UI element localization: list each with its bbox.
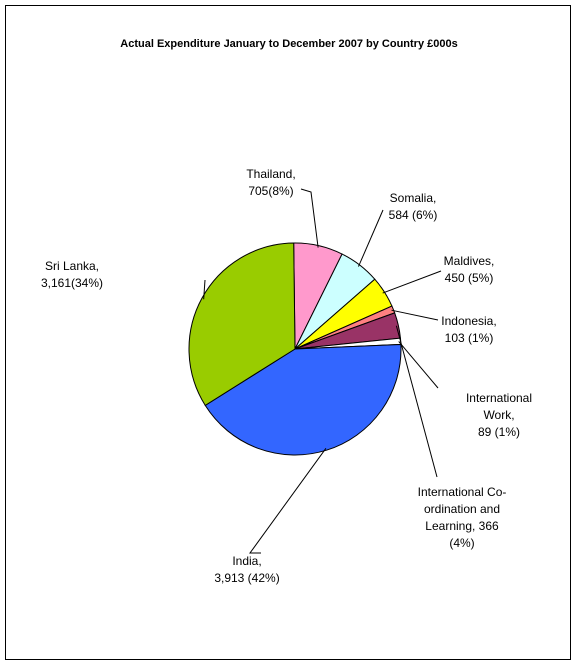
data-label: International Work, 89 (1%) — [454, 390, 544, 441]
data-label-line: Work, — [483, 408, 515, 422]
leader-line — [382, 270, 442, 294]
leader-line — [391, 309, 439, 321]
data-label: Sri Lanka, 3,161(34%) — [12, 258, 132, 292]
data-label-line: 103 (1%) — [444, 331, 494, 345]
data-label-line: 89 (1%) — [477, 425, 521, 439]
data-label-line: Indonesia, — [441, 314, 497, 328]
data-label-line: 3,161(34%) — [40, 276, 104, 290]
data-label-line: (4%) — [449, 536, 475, 550]
data-label: Somalia, 584 (6%) — [368, 190, 458, 224]
data-label-line: ordination and — [423, 502, 501, 516]
data-label-line: International Co- — [417, 485, 507, 499]
pie-slice-india — [204, 343, 402, 456]
data-label-line: Learning, 366 — [425, 519, 499, 533]
data-label-line: 705(8%) — [248, 184, 294, 198]
data-label: India, 3,913 (42%) — [197, 553, 297, 587]
leader-line — [357, 209, 384, 267]
data-label-line: India, — [232, 554, 262, 568]
data-label-line: International — [465, 391, 533, 405]
data-label-line: Maldives, — [443, 254, 495, 268]
data-label-line: 584 (6%) — [388, 208, 438, 222]
leader-line — [300, 188, 319, 248]
data-label-line: Thailand, — [246, 167, 296, 181]
chart-frame — [5, 5, 571, 660]
chart-title: Actual Expenditure January to December 2… — [120, 38, 458, 50]
pie-slice-sri-lanka — [188, 242, 296, 407]
data-label-line: Sri Lanka, — [44, 259, 100, 273]
leader-line — [203, 279, 206, 300]
data-label-line: Somalia, — [389, 191, 437, 205]
leader-line — [398, 341, 439, 389]
data-label: Thailand, 705(8%) — [226, 166, 316, 200]
data-label-line: 450 (5%) — [444, 271, 494, 285]
data-label-line: 3,913 (42%) — [214, 571, 280, 585]
data-label: Indonesia, 103 (1%) — [424, 313, 514, 347]
leader-line — [395, 325, 438, 478]
data-label: Maldives, 450 (5%) — [424, 253, 514, 287]
leader-line — [249, 448, 327, 554]
data-label: International Co-ordination and Learning,… — [382, 484, 542, 552]
